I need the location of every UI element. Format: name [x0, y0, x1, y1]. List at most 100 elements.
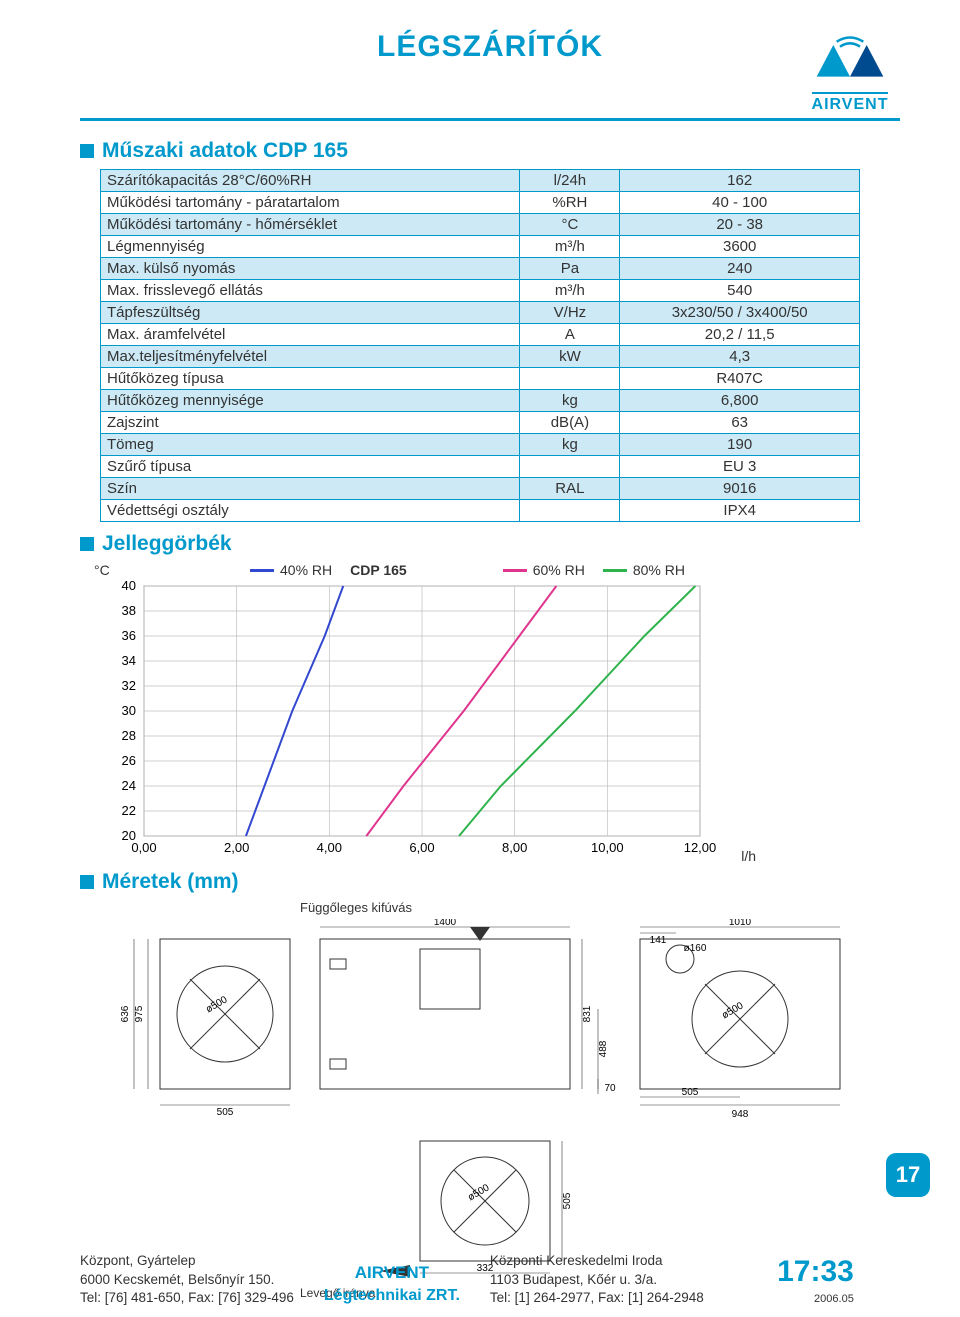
table-row: Max. frisslevegő ellátásm³/h540 [101, 280, 860, 302]
spec-value: 6,800 [620, 390, 860, 412]
chart-title: CDP 165 [350, 562, 407, 578]
square-bullet-icon [80, 144, 94, 158]
spec-unit [520, 500, 620, 522]
footer-right-1: Központi Kereskedelmi Iroda [490, 1252, 704, 1270]
svg-text:831: 831 [582, 1005, 593, 1022]
brand-name: AIRVENT [812, 92, 889, 114]
svg-text:488: 488 [598, 1040, 609, 1057]
svg-text:10,00: 10,00 [591, 840, 624, 855]
spec-param: Max.teljesítményfelvétel [101, 346, 520, 368]
spec-unit: kW [520, 346, 620, 368]
footer-center: AIRVENT Légtechnikai ZRT. [324, 1262, 460, 1307]
spec-param: Tápfeszültség [101, 302, 520, 324]
footer-left-3: Tel: [76] 481-650, Fax: [76] 329-496 [80, 1289, 294, 1307]
svg-text:141: 141 [650, 935, 667, 946]
chart-section-head: Jelleggörbék [80, 532, 900, 556]
spec-unit: A [520, 324, 620, 346]
spec-param: Max. frisslevegő ellátás [101, 280, 520, 302]
svg-text:6,00: 6,00 [409, 840, 434, 855]
spec-title: Műszaki adatok CDP 165 [102, 139, 348, 163]
svg-text:505: 505 [562, 1192, 573, 1209]
svg-text:22: 22 [122, 803, 136, 818]
spec-value: IPX4 [620, 500, 860, 522]
spec-value: 240 [620, 258, 860, 280]
dim-subtitle: Függőleges kifúvás [300, 900, 900, 915]
table-row: Tömegkg190 [101, 434, 860, 456]
footer-left-1: Központ, Gyártelep [80, 1252, 294, 1270]
y-axis-unit: °C [94, 562, 110, 578]
spec-value: 20 - 38 [620, 214, 860, 236]
svg-text:12,00: 12,00 [684, 840, 717, 855]
svg-text:28: 28 [122, 728, 136, 743]
spec-unit: V/Hz [520, 302, 620, 324]
dim-section-head: Méretek (mm) [80, 870, 900, 894]
page-badge: 17 [886, 1153, 930, 1197]
header: LÉGSZÁRÍTÓK AIRVENT [80, 30, 900, 121]
spec-value: 540 [620, 280, 860, 302]
spec-unit: dB(A) [520, 412, 620, 434]
footer-right: Központi Kereskedelmi Iroda 1103 Budapes… [490, 1252, 704, 1307]
footer-right-2: 1103 Budapest, Kőér u. 3/a. [490, 1271, 704, 1289]
footer: Központ, Gyártelep 6000 Kecskemét, Belső… [0, 1252, 960, 1307]
spec-unit: m³/h [520, 236, 620, 258]
table-row: Védettségi osztály IPX4 [101, 500, 860, 522]
spec-table: Szárítókapacitás 28°C/60%RHl/24h162Működ… [100, 169, 860, 522]
dimension-drawings: ø500975636505140083148870ø160ø5001010141… [120, 919, 900, 1284]
chart-section-title: Jelleggörbék [102, 532, 232, 556]
svg-text:24: 24 [122, 778, 136, 793]
table-row: Működési tartomány - hőmérséklet°C20 - 3… [101, 214, 860, 236]
spec-unit: Pa [520, 258, 620, 280]
brand-logo: AIRVENT [800, 30, 900, 114]
spec-param: Szűrő típusa [101, 456, 520, 478]
footer-center-2: Légtechnikai ZRT. [324, 1285, 460, 1307]
spec-unit: l/24h [520, 170, 620, 192]
spec-param: Működési tartomány - páratartalom [101, 192, 520, 214]
x-axis-unit: l/h [741, 848, 756, 864]
spec-unit: kg [520, 390, 620, 412]
svg-text:30: 30 [122, 703, 136, 718]
spec-param: Légmennyiség [101, 236, 520, 258]
table-row: Szűrő típusaEU 3 [101, 456, 860, 478]
table-row: ZajszintdB(A)63 [101, 412, 860, 434]
svg-text:505: 505 [217, 1107, 234, 1118]
page-title: LÉGSZÁRÍTÓK [80, 30, 800, 64]
spec-value: 9016 [620, 478, 860, 500]
spec-unit: RAL [520, 478, 620, 500]
square-bullet-icon [80, 875, 94, 889]
footer-left-2: 6000 Kecskemét, Belsőnyír 150. [80, 1271, 294, 1289]
spec-param: Működési tartomány - hőmérséklet [101, 214, 520, 236]
spec-value: 40 - 100 [620, 192, 860, 214]
spec-param: Védettségi osztály [101, 500, 520, 522]
spec-param: Szárítókapacitás 28°C/60%RH [101, 170, 520, 192]
svg-text:4,00: 4,00 [317, 840, 342, 855]
spec-param: Zajszint [101, 412, 520, 434]
footer-left: Központ, Gyártelep 6000 Kecskemét, Belső… [80, 1252, 294, 1307]
spec-unit [520, 368, 620, 390]
spec-value: R407C [620, 368, 860, 390]
spec-value: 63 [620, 412, 860, 434]
table-row: Max. külső nyomásPa240 [101, 258, 860, 280]
svg-text:36: 36 [122, 628, 136, 643]
spec-unit: %RH [520, 192, 620, 214]
spec-param: Tömeg [101, 434, 520, 456]
table-row: Hűtőközeg mennyiségekg6,800 [101, 390, 860, 412]
footer-right-3: Tel: [1] 264-2977, Fax: [1] 264-2948 [490, 1289, 704, 1307]
svg-text:1400: 1400 [434, 919, 457, 928]
spec-section-head: Műszaki adatok CDP 165 [80, 139, 900, 163]
footer-center-1: AIRVENT [324, 1262, 460, 1285]
svg-text:ø160: ø160 [684, 943, 707, 954]
spec-value: 4,3 [620, 346, 860, 368]
spec-value: 190 [620, 434, 860, 456]
performance-chart: °C 20222426283032343638400,002,004,006,0… [100, 580, 720, 860]
chart-legend: 40% RHCDP 16560% RH80% RH [100, 562, 900, 578]
page-number: 17:33 [734, 1252, 854, 1293]
table-row: Légmennyiségm³/h3600 [101, 236, 860, 258]
spec-value: 20,2 / 11,5 [620, 324, 860, 346]
spec-param: Hűtőközeg típusa [101, 368, 520, 390]
legend-item: 60% RH [503, 562, 585, 578]
svg-text:32: 32 [122, 678, 136, 693]
svg-text:975: 975 [134, 1005, 145, 1022]
svg-text:34: 34 [122, 653, 136, 668]
svg-text:8,00: 8,00 [502, 840, 527, 855]
spec-value: 3x230/50 / 3x400/50 [620, 302, 860, 324]
